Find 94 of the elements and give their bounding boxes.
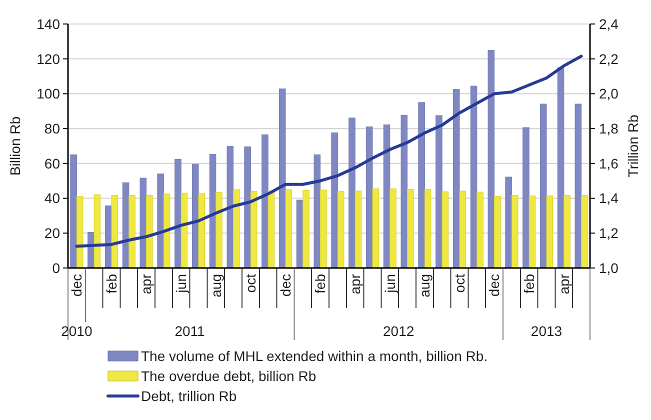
x-tick-label: apr [138,274,154,294]
bar [140,178,147,268]
bar [348,118,356,268]
y2-tick-label: 1,0 [599,260,619,276]
bar [233,189,240,268]
x-tick-label: oct [242,274,259,293]
legend-label: The overdue debt, billion Rb [141,368,316,384]
bar [488,50,495,268]
x-tick-label: dec [486,274,502,297]
text: 2011 [174,323,206,339]
x-tick-label: oct [451,274,468,293]
x-tick-label: apr [556,274,572,294]
bar [111,195,118,268]
bar [285,189,292,268]
y2-tick-label: 1,6 [599,155,619,172]
bar [216,192,222,268]
x-tick-label: feb [312,274,328,294]
bar [505,176,512,268]
bar [302,190,310,268]
bar [400,114,408,268]
bar [70,154,77,268]
text: 2012 [383,323,414,339]
bar [407,188,414,268]
legend-label: The volume of MHL extended within a month, billion Rb. [141,348,488,364]
bar [314,154,321,268]
x-tick-label: jun [382,274,398,294]
bar [244,146,251,268]
y2-tick-label: 2,2 [599,50,619,67]
bar [436,115,442,268]
bar [528,196,536,268]
line-series [75,54,583,248]
bar [564,195,570,268]
y-tick-label: 120 [36,50,60,67]
bar [128,195,136,268]
bar [278,88,286,268]
bar [557,67,564,268]
x-tick-label: jun [173,274,189,294]
bar [459,190,466,268]
bar [268,190,275,268]
y2-tick-label: 1,4 [599,190,619,206]
bar [157,174,164,268]
y2-tick-label: 2,4 [599,16,619,32]
bar [76,196,84,268]
x-tick-label: aug [416,274,433,298]
bar [366,126,373,268]
bar [146,195,153,268]
bar [198,193,206,268]
y-tick-label: 80 [44,120,60,136]
bar [262,134,268,268]
bar [581,195,588,268]
x-tick-label: feb [103,274,120,294]
bar [337,191,344,268]
x-tick-label: aug [208,274,224,298]
bar [574,104,582,268]
x-tick-label: dec [68,274,85,297]
x-tick-label: dec [277,274,294,297]
y-tick-label: 100 [36,86,60,102]
bar [476,192,484,268]
y-tick-label: 0 [52,260,60,276]
bar [226,146,234,268]
y-tick-label: 140 [36,16,60,32]
bar [180,192,188,268]
bar [320,190,327,268]
bar [372,188,380,268]
legend-label: Debt, trillion Rb [141,388,237,404]
bar [540,104,547,268]
bar [452,89,460,268]
y-tick-label: 40 [44,190,60,206]
bar [163,194,170,268]
text: 2013 [530,323,562,339]
x-tick-label: feb [521,274,537,294]
y-tick-label: 20 [44,225,60,242]
y2-tick-label: 1,2 [599,225,619,242]
y-tick-label: 60 [44,155,60,172]
bar [511,195,518,268]
bar [390,188,396,268]
bar [522,127,530,268]
bar [494,196,501,268]
bar [418,102,425,268]
x-tick-label: apr [347,274,363,294]
y-axis-title: Billion Rb [7,116,23,176]
bar [174,158,182,268]
bar [94,194,101,268]
bar [442,191,449,268]
y2-tick-label: 2,0 [599,86,619,102]
bar [546,196,554,268]
bar [424,188,432,268]
y2-tick-label: 1,8 [599,120,619,136]
y2-axis-title: Trillion Rb [625,114,641,178]
bar [250,191,258,268]
bar [354,190,362,268]
bar [331,132,338,268]
bar [192,164,199,268]
bar [470,86,478,268]
